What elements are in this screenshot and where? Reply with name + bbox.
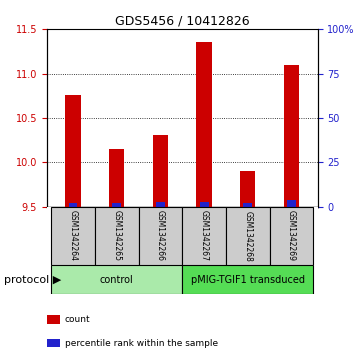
Text: GSM1342264: GSM1342264 [69,211,78,261]
Bar [182,265,313,294]
Bar [65,95,81,207]
Bar [153,135,168,207]
Bar [109,149,125,207]
Text: GSM1342269: GSM1342269 [287,211,296,261]
Bar [287,200,296,207]
Bar [240,171,256,207]
Bar [284,65,299,207]
Text: protocol ▶: protocol ▶ [4,274,61,285]
Text: GSM1342265: GSM1342265 [112,211,121,261]
Text: pMIG-TGIF1 transduced: pMIG-TGIF1 transduced [191,274,305,285]
Bar [139,207,182,265]
Bar [200,201,209,207]
Text: control: control [100,274,134,285]
Bar [51,265,182,294]
Bar [226,207,270,265]
Text: GSM1342267: GSM1342267 [200,211,209,261]
Text: GSM1342266: GSM1342266 [156,211,165,261]
Text: count: count [65,315,91,324]
Bar [112,203,121,207]
Bar [95,207,139,265]
Bar [156,201,165,207]
Title: GDS5456 / 10412826: GDS5456 / 10412826 [115,15,249,28]
Bar [51,207,95,265]
Text: percentile rank within the sample: percentile rank within the sample [65,339,218,347]
Text: GSM1342268: GSM1342268 [243,211,252,261]
Bar [196,42,212,207]
Bar [182,207,226,265]
Bar [270,207,313,265]
Bar [69,203,78,207]
Bar [243,203,252,207]
